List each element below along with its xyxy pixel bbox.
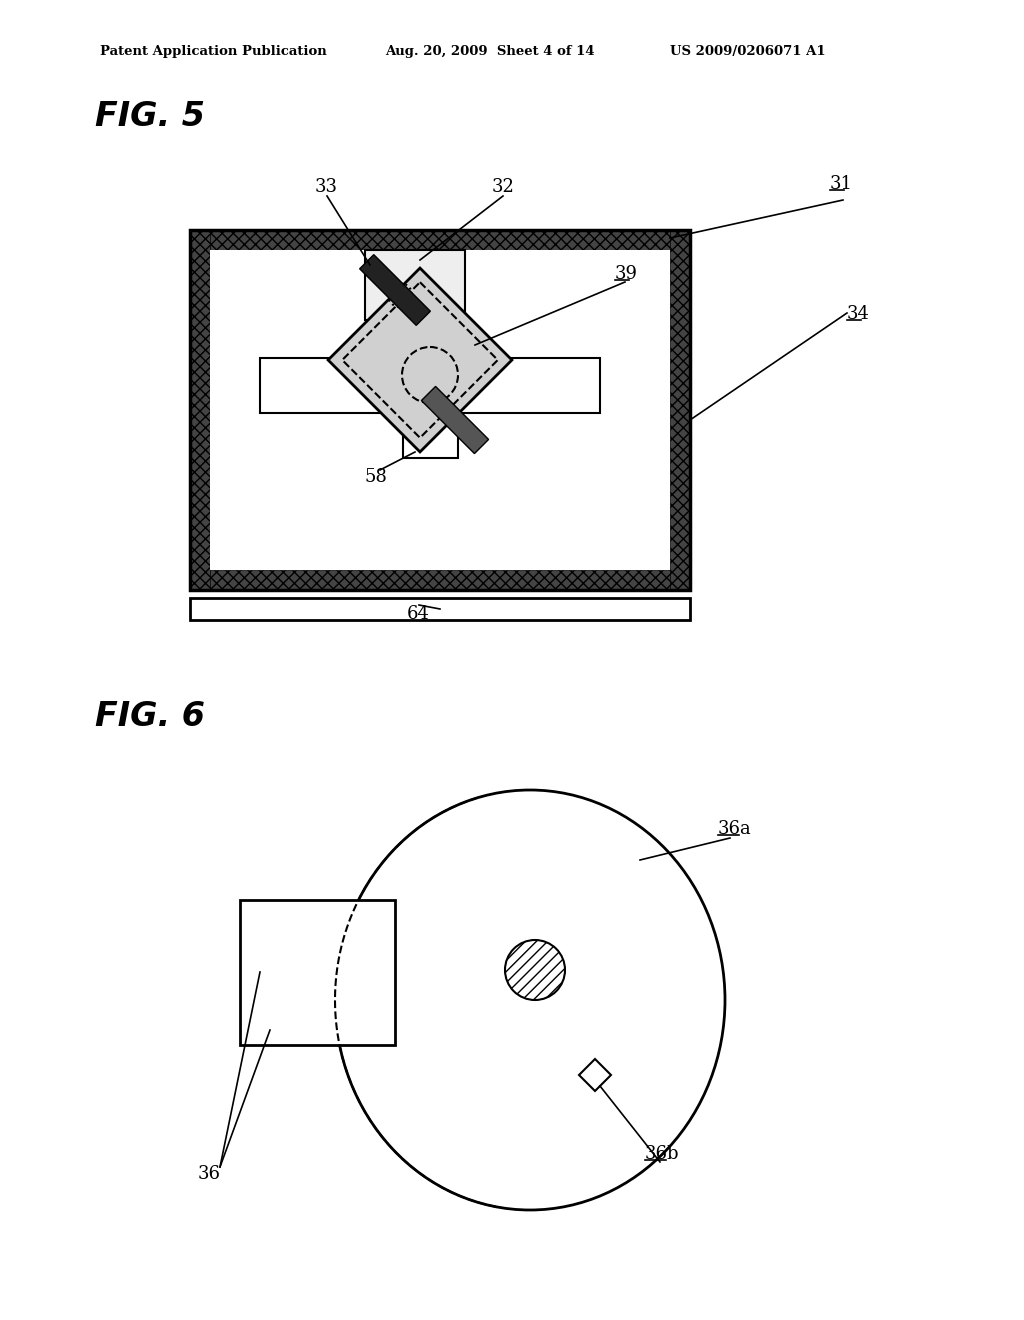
Text: Patent Application Publication: Patent Application Publication [100,45,327,58]
Text: 64: 64 [407,605,430,623]
Circle shape [505,940,565,1001]
Bar [210,249,670,570]
Bar [190,598,690,620]
Ellipse shape [335,789,725,1210]
Text: 33: 33 [315,178,338,195]
Bar [365,249,465,319]
Text: 36: 36 [198,1166,221,1183]
Text: 39: 39 [615,265,638,282]
Text: 32: 32 [492,178,515,195]
Polygon shape [359,255,430,325]
Text: 31: 31 [830,176,853,193]
Bar [190,230,690,249]
Text: 34: 34 [847,305,869,323]
Polygon shape [579,1059,611,1092]
Bar [260,358,600,413]
Polygon shape [328,268,512,451]
Bar [190,570,690,590]
Text: US 2009/0206071 A1: US 2009/0206071 A1 [670,45,825,58]
Bar [190,230,690,590]
Text: 36b: 36b [645,1144,680,1163]
Bar [670,230,690,590]
Text: FIG. 5: FIG. 5 [95,100,205,133]
Text: FIG. 6: FIG. 6 [95,700,205,733]
Bar [190,230,210,590]
Text: Aug. 20, 2009  Sheet 4 of 14: Aug. 20, 2009 Sheet 4 of 14 [385,45,595,58]
Bar [240,900,395,1045]
Text: 36a: 36a [718,820,752,838]
Polygon shape [422,387,488,454]
Bar [403,313,458,458]
Text: 58: 58 [365,469,388,486]
